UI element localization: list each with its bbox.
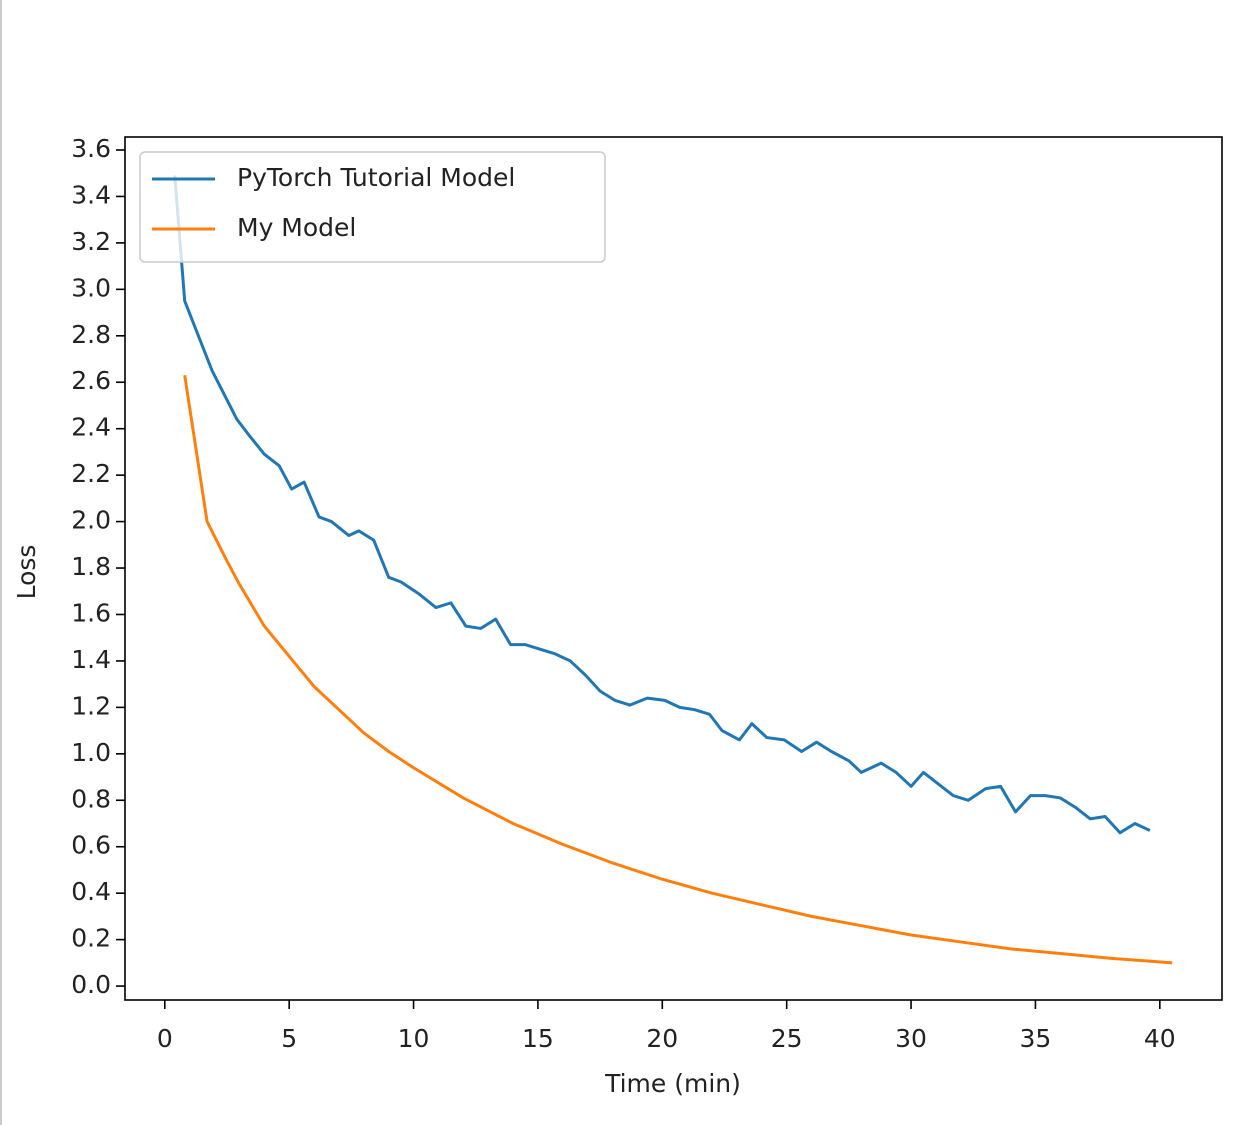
y-tick-label: 2.4 (71, 413, 111, 442)
y-axis-label: Loss (12, 545, 41, 600)
x-tick-label: 35 (1020, 1024, 1052, 1053)
legend-box (139, 151, 606, 263)
y-tick-label: 1.8 (71, 552, 111, 581)
series-line (173, 175, 1151, 835)
series-line (183, 375, 1173, 965)
y-tick-label: 1.0 (71, 738, 111, 767)
x-tick-label: 5 (281, 1024, 297, 1053)
y-tick-label: 0.4 (71, 877, 111, 906)
x-tick-label: 30 (895, 1024, 927, 1053)
y-tick-label: 0.2 (71, 924, 111, 953)
x-tick-label: 20 (646, 1024, 678, 1053)
y-tick-label: 2.6 (71, 366, 111, 395)
y-tick-label: 3.4 (71, 180, 111, 209)
y-tick-label: 3.0 (71, 273, 111, 302)
x-tick-label: 0 (157, 1024, 173, 1053)
y-tick-label: 0.0 (71, 970, 111, 999)
x-tick-label: 40 (1144, 1024, 1176, 1053)
x-tick-label: 25 (771, 1024, 803, 1053)
x-tick-label: 10 (398, 1024, 430, 1053)
y-tick-label: 0.8 (71, 784, 111, 813)
y-tick-label: 2.8 (71, 320, 111, 349)
y-tick-label: 3.2 (71, 227, 111, 256)
legend-label: My Model (237, 213, 356, 242)
y-tick-label: 3.6 (71, 134, 111, 163)
y-tick-label: 2.0 (71, 506, 111, 535)
y-tick-label: 1.2 (71, 691, 111, 720)
y-tick-label: 2.2 (71, 459, 111, 488)
y-tick-label: 1.6 (71, 598, 111, 627)
x-tick-label: 15 (522, 1024, 554, 1053)
legend-label: PyTorch Tutorial Model (237, 163, 515, 192)
plot-frame (124, 136, 1223, 1001)
x-axis-label: Time (min) (604, 1069, 741, 1098)
y-tick-label: 0.6 (71, 831, 111, 860)
y-tick-label: 1.4 (71, 645, 111, 674)
